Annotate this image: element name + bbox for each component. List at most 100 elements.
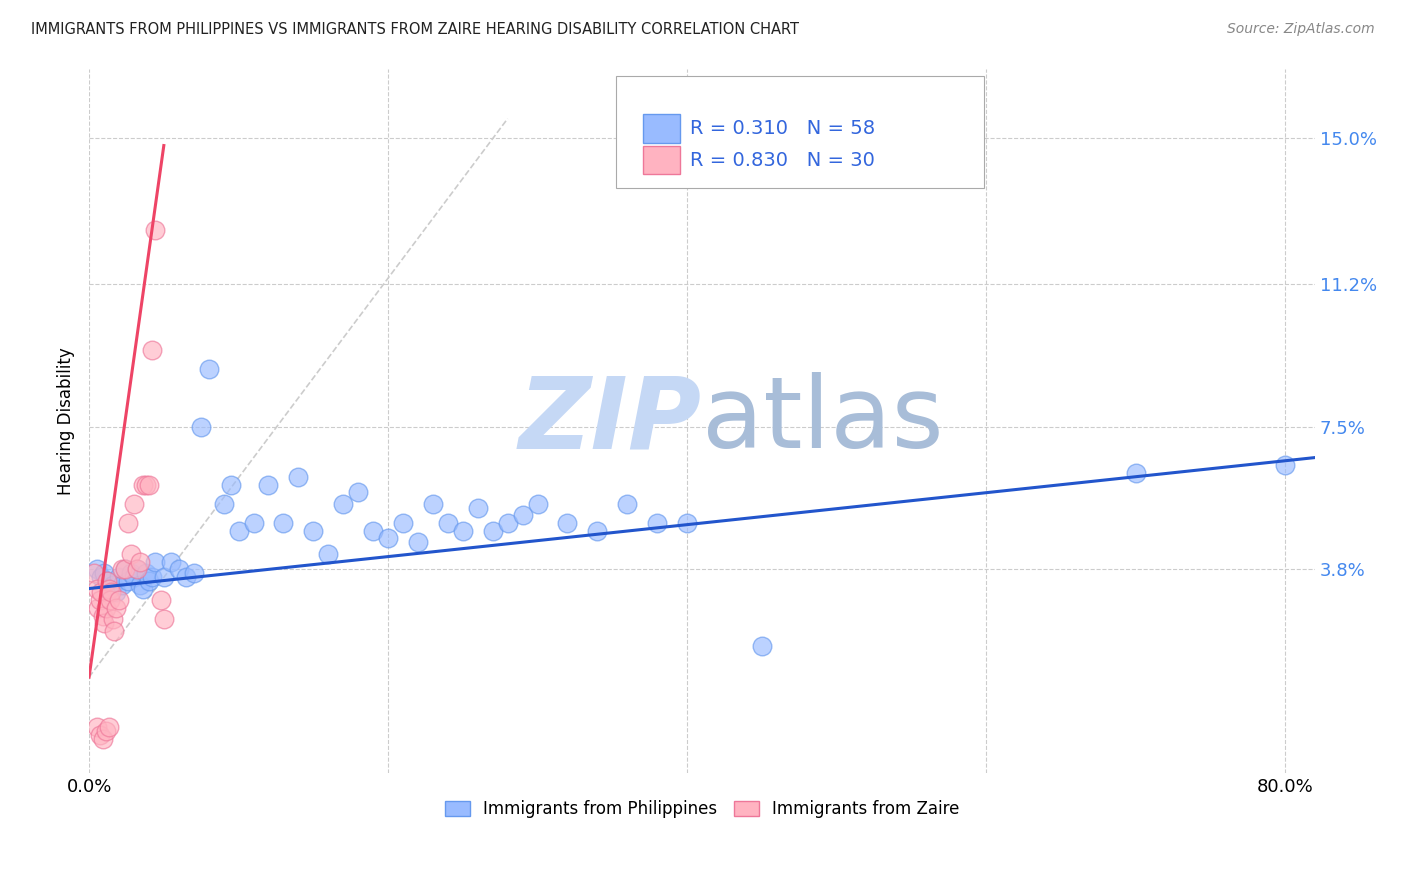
FancyBboxPatch shape <box>643 114 681 143</box>
Point <box>526 497 548 511</box>
Point <box>98 593 121 607</box>
Point <box>676 516 699 530</box>
Point <box>406 535 429 549</box>
Point <box>108 593 131 607</box>
Point <box>114 562 136 576</box>
Point <box>273 516 295 530</box>
Text: R = 0.830   N = 30: R = 0.830 N = 30 <box>690 151 875 169</box>
Point <box>97 720 120 734</box>
Point <box>512 508 534 523</box>
Point <box>89 593 111 607</box>
Point <box>122 497 145 511</box>
Point <box>117 516 139 530</box>
FancyBboxPatch shape <box>616 76 984 188</box>
Text: IMMIGRANTS FROM PHILIPPINES VS IMMIGRANTS FROM ZAIRE HEARING DISABILITY CORRELAT: IMMIGRANTS FROM PHILIPPINES VS IMMIGRANT… <box>31 22 799 37</box>
Point <box>616 497 638 511</box>
Point <box>143 223 166 237</box>
Point <box>481 524 503 538</box>
Point <box>86 582 108 596</box>
Point <box>141 570 163 584</box>
Point <box>104 600 127 615</box>
Point <box>91 608 114 623</box>
Point <box>451 524 474 538</box>
Point <box>101 577 124 591</box>
Point <box>111 562 134 576</box>
Point <box>751 640 773 654</box>
Point <box>467 500 489 515</box>
Point <box>302 524 325 538</box>
Text: Source: ZipAtlas.com: Source: ZipAtlas.com <box>1227 22 1375 37</box>
Point <box>117 574 139 588</box>
Point <box>96 574 118 588</box>
Point <box>197 362 219 376</box>
Point <box>132 582 155 596</box>
Point <box>437 516 460 530</box>
Point <box>104 585 127 599</box>
Text: R = 0.310   N = 58: R = 0.310 N = 58 <box>690 119 875 138</box>
Legend: Immigrants from Philippines, Immigrants from Zaire: Immigrants from Philippines, Immigrants … <box>437 794 966 825</box>
Point <box>496 516 519 530</box>
Point <box>242 516 264 530</box>
Point <box>332 497 354 511</box>
Point <box>138 574 160 588</box>
Point <box>138 477 160 491</box>
Point <box>135 477 157 491</box>
Point <box>90 585 112 599</box>
FancyBboxPatch shape <box>643 146 681 174</box>
Point <box>153 612 176 626</box>
Point <box>111 577 134 591</box>
Point <box>89 728 111 742</box>
Point <box>129 555 152 569</box>
Point <box>160 555 183 569</box>
Point <box>86 562 108 576</box>
Point <box>316 547 339 561</box>
Point <box>422 497 444 511</box>
Point <box>392 516 415 530</box>
Point <box>120 547 142 561</box>
Point <box>93 566 115 581</box>
Point <box>645 516 668 530</box>
Point <box>132 477 155 491</box>
Y-axis label: Hearing Disability: Hearing Disability <box>58 347 75 495</box>
Point <box>87 600 110 615</box>
Point <box>257 477 280 491</box>
Text: atlas: atlas <box>702 373 943 469</box>
Point <box>1274 458 1296 473</box>
Point <box>212 497 235 511</box>
Point <box>93 616 115 631</box>
Point <box>149 593 172 607</box>
Point <box>153 570 176 584</box>
Point <box>122 570 145 584</box>
Point <box>347 485 370 500</box>
Point <box>174 570 197 584</box>
Point <box>100 585 122 599</box>
Point <box>108 570 131 584</box>
Point <box>183 566 205 581</box>
Point <box>114 562 136 576</box>
Point <box>143 555 166 569</box>
Point <box>586 524 609 538</box>
Point <box>141 343 163 357</box>
Point <box>228 524 250 538</box>
Point <box>557 516 579 530</box>
Point <box>125 562 148 576</box>
Point <box>167 562 190 576</box>
Point <box>94 724 117 739</box>
Point <box>83 566 105 581</box>
Point <box>135 566 157 581</box>
Point <box>125 562 148 576</box>
Point <box>96 574 118 588</box>
Point <box>97 582 120 596</box>
Point <box>1125 466 1147 480</box>
Point <box>86 720 108 734</box>
Point <box>377 532 399 546</box>
Point <box>94 600 117 615</box>
Point <box>129 577 152 591</box>
Point <box>361 524 384 538</box>
Point <box>90 570 112 584</box>
Point <box>120 566 142 581</box>
Point <box>287 470 309 484</box>
Point <box>219 477 242 491</box>
Point <box>101 612 124 626</box>
Point <box>98 582 121 596</box>
